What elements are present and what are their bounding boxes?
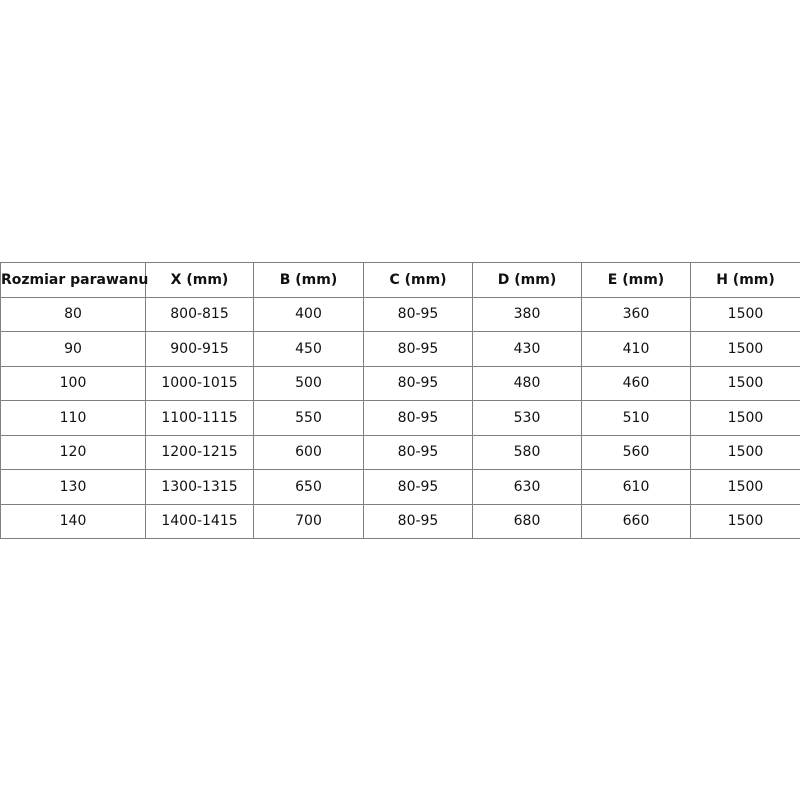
table-row: 130 1300-1315 650 80-95 630 610 1500 [0, 469, 800, 505]
table-row: 120 1200-1215 600 80-95 580 560 1500 [0, 434, 800, 470]
column-header: Rozmiar parawanu [0, 262, 148, 298]
table-cell: 1300-1315 [145, 469, 254, 505]
column-header: D (mm) [472, 262, 582, 298]
table-cell: 1500 [690, 365, 800, 401]
table-cell: 80-95 [363, 434, 473, 470]
table-cell: 580 [472, 434, 582, 470]
dimensions-table: Rozmiar parawanu X (mm) B (mm) C (mm) D (mm)… [0, 262, 800, 539]
table-row: 140 1400-1415 700 80-95 680 660 1500 [0, 503, 800, 539]
table-cell: 80-95 [363, 296, 473, 332]
table-cell: 550 [253, 400, 364, 436]
header-row: Rozmiar parawanu X (mm) B (mm) C (mm) D (mm)… [0, 262, 800, 298]
table-cell: 480 [472, 365, 582, 401]
table-cell: 700 [253, 503, 364, 539]
table-cell: 400 [253, 296, 364, 332]
table-cell: 1500 [690, 296, 800, 332]
table-cell: 1400-1415 [145, 503, 254, 539]
table-cell: 80-95 [363, 331, 473, 367]
table-cell: 110 [0, 400, 146, 436]
table-cell: 460 [581, 365, 691, 401]
table-cell: 610 [581, 469, 691, 505]
table-row: 110 1100-1115 550 80-95 530 510 1500 [0, 400, 800, 436]
table-cell: 600 [253, 434, 364, 470]
column-header: H (mm) [690, 262, 800, 298]
table-cell: 560 [581, 434, 691, 470]
column-header: C (mm) [363, 262, 473, 298]
table-cell: 900-915 [145, 331, 254, 367]
column-header: B (mm) [253, 262, 364, 298]
column-header: E (mm) [581, 262, 691, 298]
table-row: 80 800-815 400 80-95 380 360 1500 [0, 296, 800, 332]
table-cell: 1200-1215 [145, 434, 254, 470]
table-row: 100 1000-1015 500 80-95 480 460 1500 [0, 365, 800, 401]
table-cell: 130 [0, 469, 146, 505]
table-cell: 1500 [690, 434, 800, 470]
table-cell: 800-815 [145, 296, 254, 332]
table-cell: 650 [253, 469, 364, 505]
table-cell: 80-95 [363, 503, 473, 539]
table-cell: 80-95 [363, 469, 473, 505]
table-cell: 1500 [690, 400, 800, 436]
table-cell: 510 [581, 400, 691, 436]
table-cell: 680 [472, 503, 582, 539]
table-cell: 100 [0, 365, 146, 401]
table-cell: 360 [581, 296, 691, 332]
table-cell: 410 [581, 331, 691, 367]
table-cell: 450 [253, 331, 364, 367]
table-cell: 530 [472, 400, 582, 436]
column-header: X (mm) [145, 262, 254, 298]
table-cell: 630 [472, 469, 582, 505]
table-cell: 80-95 [363, 400, 473, 436]
table-cell: 80 [0, 296, 146, 332]
table-cell: 660 [581, 503, 691, 539]
table-cell: 1500 [690, 469, 800, 505]
table-cell: 140 [0, 503, 146, 539]
table-cell: 80-95 [363, 365, 473, 401]
table-row: 90 900-915 450 80-95 430 410 1500 [0, 331, 800, 367]
table-cell: 1100-1115 [145, 400, 254, 436]
table-cell: 430 [472, 331, 582, 367]
table-cell: 380 [472, 296, 582, 332]
table-cell: 120 [0, 434, 146, 470]
table-cell: 1500 [690, 503, 800, 539]
table-cell: 1000-1015 [145, 365, 254, 401]
table-cell: 1500 [690, 331, 800, 367]
table-cell: 500 [253, 365, 364, 401]
table-cell: 90 [0, 331, 146, 367]
